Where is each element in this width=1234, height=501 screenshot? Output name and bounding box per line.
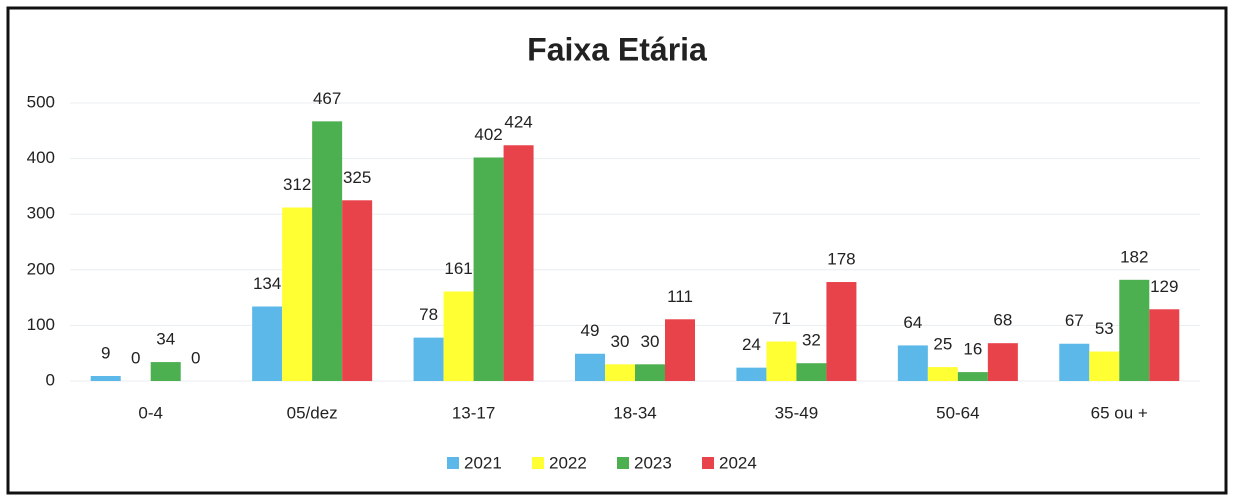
data-label: 30 — [641, 332, 660, 351]
data-label: 16 — [963, 340, 982, 359]
bar — [1149, 309, 1180, 381]
data-label: 68 — [993, 311, 1012, 330]
legend-label: 2024 — [719, 453, 757, 472]
x-tick-label: 0-4 — [138, 403, 163, 422]
data-label: 30 — [611, 332, 630, 351]
bar — [312, 121, 343, 382]
bar — [826, 282, 857, 381]
bar — [736, 367, 767, 381]
x-tick-label: 18-34 — [613, 403, 656, 422]
bar — [1119, 279, 1150, 381]
legend-swatch — [532, 457, 544, 469]
legend-swatch — [617, 457, 629, 469]
bar — [605, 364, 635, 381]
y-tick-label: 200 — [27, 259, 55, 278]
data-label: 312 — [283, 175, 311, 194]
bar — [796, 363, 827, 381]
frame — [6, 6, 1228, 495]
chart-title: Faixa Etária — [527, 31, 707, 67]
legend-label: 2022 — [549, 453, 587, 472]
data-label: 467 — [313, 89, 341, 108]
data-label: 53 — [1095, 319, 1114, 338]
x-tick-label: 65 ou + — [1091, 403, 1148, 422]
data-label: 129 — [1150, 277, 1178, 296]
y-tick-label: 500 — [27, 92, 55, 111]
data-label: 9 — [101, 343, 110, 362]
data-label: 24 — [742, 335, 761, 354]
bar — [635, 364, 665, 381]
bar — [1059, 343, 1090, 381]
bar — [1089, 351, 1120, 381]
data-label: 25 — [933, 335, 952, 354]
data-label: 402 — [474, 125, 502, 144]
data-label: 134 — [253, 274, 281, 293]
bar — [150, 362, 181, 381]
legend-label: 2021 — [464, 453, 502, 472]
x-tick-label: 50-64 — [936, 403, 979, 422]
data-label: 0 — [131, 348, 140, 367]
bar — [957, 372, 988, 381]
data-label: 78 — [419, 305, 438, 324]
data-label: 178 — [827, 250, 855, 269]
bar — [927, 367, 958, 381]
bar — [897, 345, 928, 381]
y-tick-label: 100 — [27, 315, 55, 334]
bar — [503, 145, 534, 381]
data-label: 71 — [772, 309, 791, 328]
x-tick-label: 35-49 — [775, 403, 818, 422]
x-tick-label: 05/dez — [287, 403, 338, 422]
x-tick-label: 13-17 — [452, 403, 495, 422]
bar — [443, 291, 474, 381]
data-label: 32 — [802, 331, 821, 350]
bar — [282, 207, 313, 381]
data-label: 34 — [156, 330, 175, 349]
data-label: 325 — [343, 168, 371, 187]
bar — [473, 157, 504, 381]
bar — [90, 375, 121, 381]
data-label: 424 — [504, 113, 532, 132]
data-label: 161 — [444, 259, 472, 278]
bar — [575, 353, 605, 381]
data-label: 111 — [667, 287, 693, 306]
bar — [342, 200, 373, 381]
bar — [413, 337, 444, 381]
legend-label: 2023 — [634, 453, 672, 472]
legend-swatch — [447, 457, 459, 469]
data-label: 182 — [1120, 247, 1148, 266]
data-label: 67 — [1065, 311, 1084, 330]
data-label: 0 — [191, 348, 200, 367]
legend-swatch — [702, 457, 714, 469]
bar — [665, 319, 695, 381]
data-label: 64 — [903, 313, 922, 332]
bar — [252, 306, 283, 381]
y-tick-label: 400 — [27, 148, 55, 167]
data-label: 49 — [581, 321, 600, 340]
bar — [766, 341, 797, 381]
y-tick-label: 300 — [27, 204, 55, 223]
bar — [987, 343, 1018, 381]
y-tick-label: 0 — [46, 370, 55, 389]
